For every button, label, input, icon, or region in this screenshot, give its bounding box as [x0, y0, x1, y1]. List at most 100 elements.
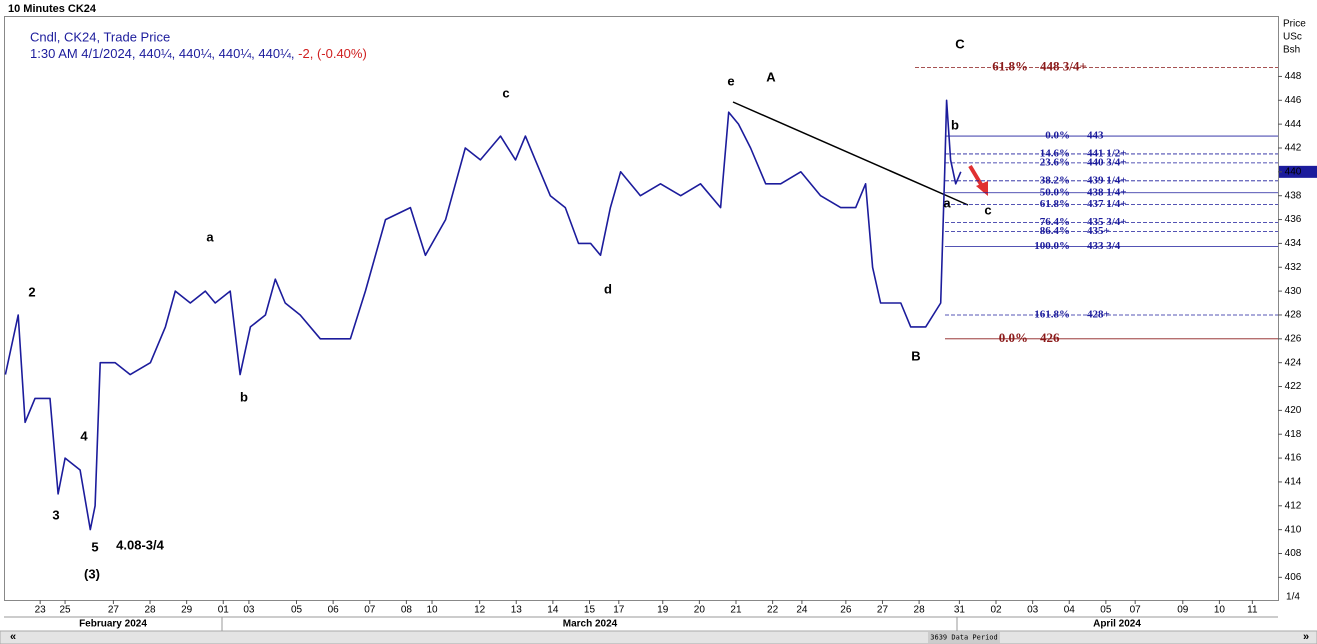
page-indicator: 1/4	[1286, 592, 1300, 603]
footer: 3639 Data Period	[930, 634, 997, 642]
y-tick-label: 424	[1285, 357, 1302, 368]
scrollbar[interactable]	[0, 630, 1317, 644]
x-tick-label: 03	[243, 605, 255, 616]
last-price-box	[1279, 165, 1317, 178]
x-tick-label: 28	[144, 605, 156, 616]
x-tick-label: 11	[1247, 605, 1258, 616]
wave-label: B	[911, 348, 920, 363]
x-tick-label: 20	[694, 605, 706, 616]
wave-label: d	[604, 281, 612, 296]
x-tick-label: 14	[547, 605, 559, 616]
x-tick-label: 05	[1100, 605, 1112, 616]
x-tick-label: 06	[328, 605, 340, 616]
wave-label: a	[943, 195, 951, 210]
fib-level-price: 435 3/4+	[1087, 216, 1127, 228]
plot-frame	[4, 16, 1279, 601]
price-line	[4, 99, 962, 531]
wave-label: A	[766, 69, 776, 84]
x-tick-label: 04	[1064, 605, 1076, 616]
wave-label: C	[955, 36, 965, 51]
fib-level-price: 426	[1040, 330, 1060, 345]
y-tick-label: 432	[1285, 262, 1302, 273]
y-tick-label: 416	[1285, 453, 1302, 464]
wave-label: b	[951, 117, 959, 132]
wave-label: 3	[52, 507, 59, 522]
x-tick-label: 27	[877, 605, 889, 616]
trend-line	[732, 101, 969, 206]
y-tick-label: 444	[1285, 119, 1302, 130]
y-tick-label: 440	[1285, 166, 1302, 177]
x-tick-label: 05	[291, 605, 303, 616]
fib-level-price: 443	[1087, 130, 1104, 142]
fib-level-pct: 14.6%	[1040, 147, 1070, 159]
wave-label: c	[502, 85, 509, 100]
x-axis-strip	[0, 601, 1317, 631]
wave-label: 5	[91, 539, 98, 554]
wave-label: a	[206, 229, 214, 244]
wave-label: (3)	[84, 566, 100, 581]
fib-level-price: 437 1/4+	[1087, 198, 1127, 210]
arrow-head	[976, 181, 988, 196]
x-tick-label: 29	[181, 605, 193, 616]
y-tick-label: 438	[1285, 190, 1302, 201]
x-tick-label: 03	[1027, 605, 1039, 616]
fib-level-pct: 76.4%	[1040, 216, 1070, 228]
y-tick-label: 446	[1285, 95, 1302, 106]
scroll-left[interactable]: «	[10, 631, 16, 643]
legend-info: 1:30 AM 4/1/2024, 440¼, 440¼, 440¼, 440¼…	[30, 46, 367, 61]
x-tick-label: 08	[401, 605, 413, 616]
x-tick-label: 01	[218, 605, 230, 616]
y-tick-label: 428	[1285, 310, 1302, 321]
legend-info-text: 1:30 AM 4/1/2024, 440¼, 440¼, 440¼, 440¼…	[30, 46, 295, 61]
y-tick-label: 406	[1285, 572, 1302, 583]
month-label: March 2024	[563, 619, 618, 630]
scroll-thumb[interactable]	[928, 632, 1000, 643]
fib-level-pct: 161.8%	[1034, 308, 1070, 320]
fib-level-pct: 86.4%	[1040, 225, 1070, 237]
fib-level-price: 448 3/4+	[1040, 58, 1087, 73]
fib-level-pct: 61.8%	[992, 58, 1028, 73]
fib-level-pct: 100.0%	[1034, 240, 1070, 252]
chart-title: 10 Minutes CK24	[8, 3, 97, 15]
month-label: April 2024	[1093, 619, 1141, 630]
y-tick-label: 426	[1285, 333, 1302, 344]
fib-level-price: 428+	[1087, 308, 1110, 320]
y-tick-label: 420	[1285, 405, 1302, 416]
wave-label: c	[984, 202, 991, 217]
y-tick-label: 442	[1285, 143, 1302, 154]
fib-level-price: 433 3/4	[1087, 240, 1121, 252]
y-tick-label: 436	[1285, 214, 1302, 225]
x-tick-label: 09	[1177, 605, 1189, 616]
fib-level-pct: 0.0%	[999, 330, 1028, 345]
x-tick-label: 10	[1214, 605, 1226, 616]
x-tick-label: 15	[584, 605, 596, 616]
wave-label: 4.08-3/4	[116, 537, 164, 552]
x-tick-label: 26	[840, 605, 852, 616]
x-tick-label: 13	[511, 605, 523, 616]
y-axis-label: USc	[1283, 32, 1302, 43]
scroll-right[interactable]: »	[1303, 631, 1309, 643]
y-axis-label: Price	[1283, 19, 1306, 30]
legend-change: -2, (-0.40%)	[298, 46, 367, 61]
x-tick-label: 10	[426, 605, 438, 616]
x-tick-label: 07	[364, 605, 376, 616]
x-tick-label: 19	[657, 605, 669, 616]
x-tick-label: 12	[474, 605, 486, 616]
fib-level-price: 441 1/2+	[1087, 147, 1127, 159]
fib-level-pct: 61.8%	[1040, 198, 1070, 210]
fib-level-price: 440 3/4+	[1087, 156, 1127, 168]
x-tick-label: 02	[990, 605, 1002, 616]
x-tick-label: 23	[35, 605, 47, 616]
x-tick-label: 07	[1130, 605, 1142, 616]
fib-level-pct: 23.6%	[1040, 156, 1070, 168]
y-tick-label: 430	[1285, 286, 1302, 297]
legend-title: Cndl, CK24, Trade Price	[30, 29, 170, 44]
y-tick-label: 412	[1285, 500, 1302, 511]
y-tick-label: 414	[1285, 477, 1302, 488]
x-tick-label: 25	[59, 605, 71, 616]
fib-level-price: 439 1/4+	[1087, 174, 1127, 186]
x-tick-label: 24	[796, 605, 808, 616]
x-tick-label: 21	[730, 605, 742, 616]
y-tick-label: 448	[1285, 71, 1302, 82]
